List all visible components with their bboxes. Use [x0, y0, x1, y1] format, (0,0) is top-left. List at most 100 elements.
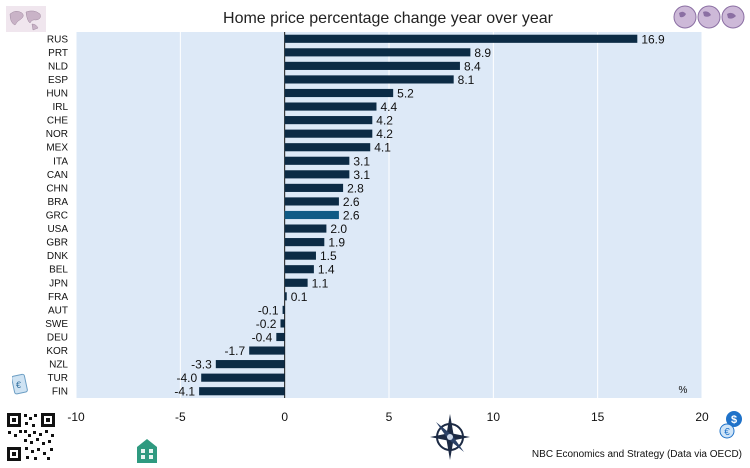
value-label: 3.1	[353, 168, 370, 182]
svg-text:$: $	[731, 414, 737, 426]
bar-jpn	[284, 278, 308, 287]
globes-icon	[673, 5, 745, 29]
bar-bel	[284, 265, 314, 274]
value-label: 0.1	[291, 290, 308, 304]
category-label: PRT	[48, 48, 68, 59]
bar-rus	[284, 34, 638, 43]
value-label: 4.2	[376, 127, 393, 141]
bar-deu	[276, 332, 285, 342]
chart-title: Home price percentage change year over y…	[223, 10, 554, 27]
value-label: -4.0	[177, 371, 198, 385]
category-label: KOR	[46, 346, 68, 357]
bar-grc	[284, 210, 339, 220]
bar-nld	[284, 61, 460, 70]
value-label: 2.8	[347, 181, 364, 195]
x-tick-label: -5	[175, 410, 186, 424]
value-label: 2.0	[330, 222, 347, 236]
bar-chn	[284, 183, 344, 192]
value-label: -0.4	[252, 331, 273, 345]
category-label: BRA	[47, 197, 68, 208]
bar-aut	[282, 305, 285, 314]
value-label: -1.7	[225, 344, 246, 358]
bar-prt	[284, 48, 471, 57]
svg-text:€: €	[16, 380, 21, 390]
x-tick-label: -10	[67, 410, 85, 424]
bar-tur	[201, 373, 285, 382]
bar-can	[284, 170, 350, 179]
category-label: ITA	[53, 156, 68, 167]
category-label: TUR	[47, 373, 68, 384]
bar-usa	[284, 224, 327, 233]
value-label: 2.6	[343, 195, 360, 209]
dollar-euro-icon: $ €	[719, 411, 742, 439]
bar-che	[284, 116, 373, 125]
category-labels: RUS PRT NLD ESP HUN IRL CHE NOR MEX ITA CAN CHN BRA G…	[45, 34, 68, 397]
value-label: 2.6	[343, 209, 360, 223]
value-label: 1.5	[320, 249, 337, 263]
value-label: -4.1	[174, 385, 195, 399]
category-label: DNK	[47, 251, 68, 262]
value-label: 4.1	[374, 141, 391, 155]
category-label: NOR	[46, 129, 68, 140]
category-label: FRA	[48, 292, 68, 303]
category-label: GBR	[46, 238, 68, 249]
category-label: SWE	[45, 319, 68, 330]
source-note: NBC Economics and Strategy (Data via OEC…	[531, 449, 742, 460]
unit-label: %	[679, 385, 688, 396]
value-label: 5.2	[397, 87, 414, 101]
bar-fin	[199, 387, 285, 396]
bar-mex	[284, 143, 371, 152]
value-label: 4.2	[376, 114, 393, 128]
category-label: CHE	[47, 116, 68, 127]
world-map-icon	[6, 6, 46, 32]
x-axis-ticks: -10 -5 0 5 10 15 20	[67, 410, 709, 424]
bar-kor	[249, 346, 285, 355]
category-label: NLD	[48, 61, 68, 72]
compass-icon	[430, 414, 470, 460]
bar-ita	[284, 156, 350, 165]
value-label: 1.1	[312, 276, 329, 290]
bar-swe	[280, 319, 285, 328]
category-label: DEU	[47, 333, 68, 344]
euro-note-icon: €	[12, 373, 28, 395]
value-label: -3.3	[191, 358, 212, 372]
bars	[199, 34, 638, 396]
qr-code-icon	[6, 412, 56, 462]
bar-irl	[284, 102, 377, 111]
category-label: IRL	[52, 102, 68, 113]
value-label: 8.1	[458, 73, 475, 87]
category-label: JPN	[49, 278, 68, 289]
category-label: MEX	[46, 143, 68, 154]
value-label: 8.4	[464, 59, 481, 73]
category-label: FIN	[52, 387, 68, 398]
value-label: 1.4	[318, 263, 335, 277]
bar-nzl	[215, 360, 285, 369]
value-labels: 16.98.98.48.15.24.44.24.24.13.13.12.82.6…	[174, 32, 665, 398]
category-label: ESP	[48, 75, 68, 86]
x-tick-label: 20	[695, 410, 709, 424]
svg-text:€: €	[724, 427, 730, 438]
category-label: USA	[47, 224, 68, 235]
category-label: CHN	[46, 183, 68, 194]
category-label: GRC	[46, 211, 68, 222]
value-label: 1.9	[328, 236, 345, 250]
value-label: 4.4	[380, 100, 397, 114]
value-label: 16.9	[641, 32, 665, 46]
x-tick-label: 0	[281, 410, 288, 424]
x-tick-label: 10	[487, 410, 501, 424]
value-label: 3.1	[353, 154, 370, 168]
category-label: RUS	[47, 34, 68, 45]
bar-fra	[284, 292, 287, 301]
value-label: -0.1	[258, 303, 279, 317]
value-label: -0.2	[256, 317, 277, 331]
x-tick-label: 15	[591, 410, 605, 424]
category-label: HUN	[46, 89, 68, 100]
bar-dnk	[284, 251, 316, 260]
bar-bra	[284, 197, 339, 206]
bar-gbr	[284, 238, 325, 247]
category-label: BEL	[49, 265, 68, 276]
x-tick-label: 5	[386, 410, 393, 424]
house-icon	[137, 439, 157, 463]
bar-hun	[284, 88, 394, 98]
